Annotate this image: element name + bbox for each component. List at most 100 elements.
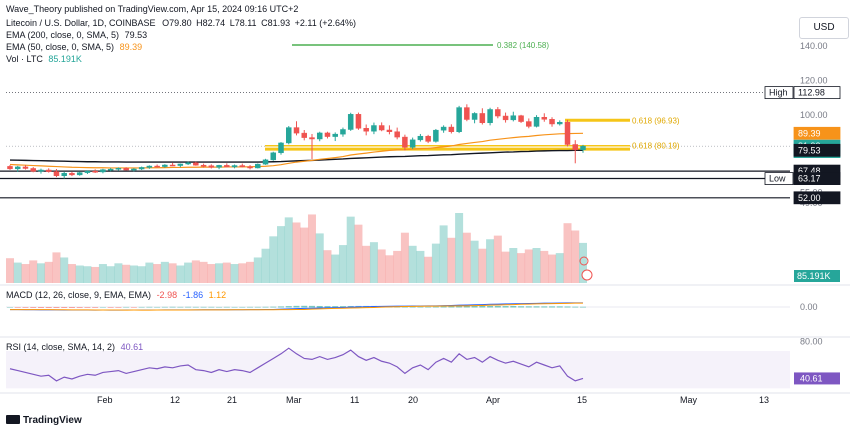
price-tag-caption: High — [769, 88, 788, 98]
price-tag-value: 67.48 — [798, 166, 821, 176]
macd-histogram-bar — [146, 306, 153, 308]
ohlc-close-value: 81.93 — [267, 18, 291, 28]
macd-histogram-bar — [22, 307, 29, 308]
candle-body — [549, 119, 555, 125]
macd-histogram-bar — [541, 306, 548, 308]
candle-body — [502, 115, 509, 121]
volume-bar — [75, 265, 84, 283]
volume-bar — [269, 236, 278, 283]
candle-body — [293, 127, 300, 134]
macd-histogram-bar — [339, 306, 346, 308]
volume-bar — [36, 263, 45, 283]
ema50-label: EMA (50, close, 0, SMA, 5) — [6, 42, 115, 52]
volume-bar — [168, 263, 177, 283]
macd-histogram-bar — [192, 306, 199, 308]
candle-body — [464, 107, 470, 120]
price-tag-bg — [793, 86, 841, 100]
volume-bar — [393, 250, 402, 283]
macd-histogram-bar — [533, 306, 540, 308]
time-axis-tick: Apr — [486, 395, 500, 405]
volume-tag-bg — [794, 270, 840, 282]
macd-histogram-bar — [564, 306, 571, 308]
publisher-line: Wave_Theory published on TradingView.com… — [6, 4, 299, 14]
price-tag-bg — [793, 172, 841, 185]
candle-body — [177, 163, 184, 166]
volume-bar — [98, 264, 107, 283]
macd-axis-tick: 0.00 — [800, 302, 818, 312]
candle-body — [371, 125, 377, 132]
macd-histogram-bar — [177, 306, 184, 308]
volume-bar — [462, 232, 471, 283]
fib-0618-upper-label: 0.618 (96.93) — [632, 116, 680, 125]
macd-histogram-bar — [262, 306, 269, 308]
volume-bar — [13, 262, 22, 283]
candle-body — [247, 166, 253, 169]
macd-histogram-bar — [138, 306, 145, 308]
volume-bar — [455, 213, 464, 283]
price-axis-tick: 100.00 — [800, 110, 828, 120]
ohlc-high-key: H — [196, 18, 203, 28]
macd-histogram-bar — [161, 306, 168, 308]
candle-body — [309, 137, 315, 140]
candle-body — [45, 169, 52, 172]
volume-bar — [145, 262, 154, 283]
volume-bar — [29, 260, 38, 283]
volume-bar — [338, 245, 347, 283]
macd-histogram-bar — [216, 306, 223, 308]
volume-bar — [307, 214, 316, 283]
volume-bar — [447, 237, 456, 283]
candle-body — [7, 166, 13, 170]
macd-histogram-bar — [525, 306, 532, 308]
macd-histogram-bar — [510, 305, 517, 308]
volume-bar — [315, 233, 324, 283]
volume-bar — [122, 264, 131, 283]
candle-body — [30, 168, 36, 172]
candle-body — [324, 132, 331, 137]
candle-body — [572, 144, 579, 151]
volume-bar — [91, 266, 100, 283]
candle-body — [216, 165, 222, 168]
volume-bar — [532, 248, 541, 283]
candle-body — [526, 121, 532, 127]
rsi-axis-tick: 80.00 — [800, 337, 823, 347]
time-axis-tick: 13 — [759, 395, 769, 405]
macd-histogram-bar — [409, 306, 416, 308]
price-tag-value: 89.39 — [798, 128, 821, 138]
volume-label: Vol · LTC — [6, 54, 43, 64]
flag-icon — [581, 269, 593, 281]
candle-body — [107, 168, 114, 171]
price-tag-caption: Low — [769, 174, 786, 184]
candle-body — [61, 173, 67, 176]
volume-bar — [222, 262, 231, 283]
candle-body — [495, 109, 501, 117]
macd-histogram-bar — [580, 306, 586, 308]
volume-bar — [52, 252, 61, 283]
rsi-tag-bg — [794, 372, 840, 385]
macd-histogram-bar — [324, 306, 331, 308]
macd-histogram-bar — [463, 305, 470, 308]
candle-body — [456, 107, 462, 132]
macd-histogram-bar — [432, 306, 439, 308]
candle-body — [564, 121, 571, 145]
macd-histogram-bar — [332, 306, 339, 308]
volume-bar — [377, 249, 386, 283]
candle-body — [270, 152, 277, 161]
volume-bar — [563, 223, 572, 283]
macd-histogram-bar — [92, 307, 99, 308]
currency-button[interactable]: USD — [799, 17, 849, 39]
volume-bar — [261, 248, 270, 283]
time-axis-tick: 12 — [170, 395, 180, 405]
volume-bar — [153, 264, 162, 283]
macd-histogram-bar — [7, 307, 13, 308]
volume-bar — [114, 263, 123, 283]
macd-histogram-bar — [502, 306, 509, 308]
tradingview-logo-icon — [6, 415, 20, 424]
symbol-name: Litecoin / U.S. Dollar, 1D, COINBASE — [6, 18, 156, 28]
macd-histogram-bar — [115, 307, 122, 308]
candle-body — [38, 169, 44, 172]
candle-body — [162, 164, 168, 167]
volume-bar — [292, 222, 301, 283]
volume-bar — [501, 251, 510, 283]
macd-histogram-bar — [285, 306, 292, 308]
macd-histogram-bar — [208, 306, 215, 308]
